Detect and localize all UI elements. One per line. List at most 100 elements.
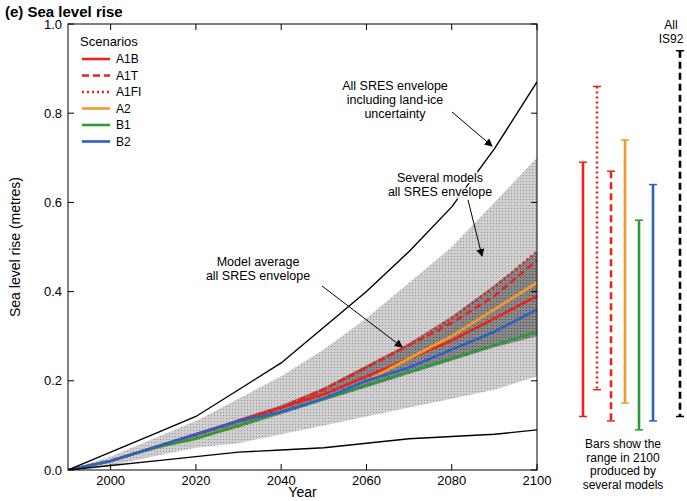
y-tick-label: 0.4	[44, 284, 62, 299]
x-tick	[281, 464, 282, 470]
range-note: produced by	[590, 464, 656, 478]
range-cap	[607, 170, 615, 172]
series-line	[68, 260, 537, 470]
annotation: uncertainty	[364, 107, 426, 121]
legend-swatch	[82, 107, 110, 110]
annotation: Several models	[397, 171, 483, 185]
legend-swatch	[82, 140, 110, 143]
y-tick	[531, 113, 537, 114]
x-tick	[451, 24, 452, 30]
y-tick	[68, 113, 74, 114]
x-tick	[451, 464, 452, 470]
range-label: IS92	[659, 32, 684, 46]
plot-frame	[68, 24, 537, 470]
range-cap	[635, 219, 643, 221]
annotation: all SRES envelope	[206, 269, 310, 283]
y-tick	[68, 291, 74, 292]
y-tick	[68, 202, 74, 203]
range-cap	[579, 162, 587, 164]
annotation: all SRES envelope	[388, 185, 492, 199]
range-cap	[593, 86, 601, 88]
legend-label: A1T	[116, 69, 139, 83]
range-cap	[579, 416, 587, 418]
plot-data	[68, 82, 537, 470]
y-tick-label: 0.6	[44, 195, 62, 210]
legend-swatch	[82, 74, 110, 77]
y-tick	[531, 380, 537, 381]
envelope-line	[68, 82, 537, 470]
series-line	[68, 296, 537, 470]
annotation-arrow	[322, 286, 402, 347]
y-tick-label: 0.2	[44, 373, 62, 388]
range-bar	[582, 162, 585, 416]
annotation: All SRES envelope	[342, 79, 448, 93]
chart: (e) Sea level rise0.00.20.40.60.81.02000…	[0, 0, 687, 501]
x-tick	[110, 24, 111, 30]
series-line	[68, 309, 537, 470]
range-bar	[679, 51, 682, 417]
x-tick	[366, 24, 367, 30]
range-bar	[638, 220, 641, 430]
range-label: All	[664, 18, 677, 32]
legend-swatch	[82, 58, 110, 61]
range-cap	[649, 420, 657, 422]
series-line	[68, 332, 537, 470]
annotation: including land-ice	[347, 93, 444, 107]
x-tick-label: 2100	[523, 473, 552, 488]
range-note: range in 2100	[586, 451, 660, 465]
annotation-arrow	[468, 200, 482, 256]
y-tick	[68, 24, 74, 25]
range-bar	[596, 86, 599, 389]
envelope-area	[68, 158, 537, 470]
range-note: Bars show the	[585, 437, 661, 451]
legend-label: A1B	[116, 52, 139, 66]
y-tick-label: 0.0	[44, 463, 62, 478]
annotation-arrow	[452, 112, 492, 146]
range-bar	[610, 171, 613, 421]
legend-swatch	[82, 91, 110, 94]
title: (e) Sea level rise	[5, 3, 123, 20]
y-tick-label: 0.8	[44, 106, 62, 121]
x-tick	[195, 464, 196, 470]
series-line	[68, 251, 537, 470]
x-tick-label: 2060	[352, 473, 381, 488]
x-tick-label: 2080	[437, 473, 466, 488]
envelope-area	[68, 251, 537, 470]
range-bar	[652, 185, 655, 421]
x-tick	[195, 24, 196, 30]
y-tick	[531, 291, 537, 292]
x-tick	[537, 464, 538, 470]
y-tick	[68, 380, 74, 381]
range-bar	[624, 140, 627, 403]
legend-swatch	[82, 124, 110, 127]
range-cap	[676, 416, 684, 418]
envelope-line	[68, 430, 537, 470]
y-tick	[531, 24, 537, 25]
legend-label: B1	[116, 118, 131, 132]
legend-label: A1FI	[116, 85, 141, 99]
y-tick	[531, 470, 537, 471]
x-tick	[537, 24, 538, 30]
range-cap	[635, 429, 643, 431]
x-tick	[281, 24, 282, 30]
y-tick	[68, 470, 74, 471]
x-tick-label: 2000	[96, 473, 125, 488]
y-axis-label: Sea level rise (metres)	[7, 177, 23, 317]
legend-label: A2	[116, 102, 131, 116]
range-cap	[621, 139, 629, 141]
legend-label: B2	[116, 135, 131, 149]
legend-title: Scenarios	[80, 34, 138, 49]
range-cap	[607, 420, 615, 422]
series-line	[68, 283, 537, 470]
annotation: Model average	[217, 255, 300, 269]
y-tick	[531, 202, 537, 203]
x-tick-label: 2020	[181, 473, 210, 488]
range-cap	[649, 184, 657, 186]
x-tick	[366, 464, 367, 470]
x-tick	[110, 464, 111, 470]
range-cap	[593, 389, 601, 391]
range-cap	[676, 50, 684, 52]
x-axis-label: Year	[288, 484, 317, 500]
range-note: several models	[583, 478, 664, 492]
range-cap	[621, 402, 629, 404]
